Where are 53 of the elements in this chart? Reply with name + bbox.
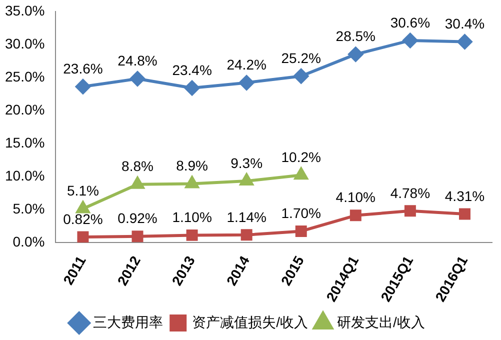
data-label: 1.14% xyxy=(226,208,266,225)
point xyxy=(350,210,362,222)
y-tick-label: 25.0% xyxy=(4,68,45,84)
point xyxy=(295,225,307,237)
point xyxy=(294,68,309,84)
y-tick-label: 35.0% xyxy=(4,2,45,18)
data-label: 24.8% xyxy=(118,52,158,69)
data-label: 0.82% xyxy=(63,210,103,227)
point xyxy=(404,205,416,217)
data-label: 25.2% xyxy=(281,50,321,66)
data-label: 10.2% xyxy=(281,148,321,165)
legend-label: 研发支出/收入 xyxy=(337,314,425,330)
data-label: 24.2% xyxy=(226,56,266,73)
y-tick-label: 20.0% xyxy=(4,101,45,118)
point xyxy=(458,208,470,220)
legend-label: 资产减值损失/收入 xyxy=(192,314,308,330)
point xyxy=(239,75,254,90)
point xyxy=(457,34,472,50)
data-label: 8.8% xyxy=(122,158,154,174)
data-label: 23.4% xyxy=(172,62,212,78)
point xyxy=(240,174,254,186)
y-tick-label: 0.0% xyxy=(12,233,45,250)
data-label: 8.9% xyxy=(176,158,208,174)
data-label: 28.5% xyxy=(336,28,376,44)
point xyxy=(130,71,146,86)
point xyxy=(132,230,144,242)
y-tick-label: 15.0% xyxy=(4,134,45,150)
data-label: 9.3% xyxy=(230,154,263,171)
y-tick-label: 5.0% xyxy=(12,200,45,216)
point xyxy=(185,176,199,188)
y-tick-label: 10.0% xyxy=(4,167,45,184)
point xyxy=(402,32,418,48)
data-label: 1.70% xyxy=(281,205,321,222)
point xyxy=(77,231,89,242)
data-label: 0.92% xyxy=(118,210,158,226)
point xyxy=(240,229,252,241)
point xyxy=(186,229,198,241)
data-label: 5.1% xyxy=(67,182,99,199)
legend-label: 三大费用率 xyxy=(93,314,164,330)
data-label: 4.31% xyxy=(444,188,485,204)
y-tick-label: 30.0% xyxy=(4,35,45,52)
point xyxy=(294,168,308,180)
data-label: 23.6% xyxy=(63,60,103,77)
data-label: 30.6% xyxy=(390,14,430,30)
point xyxy=(130,176,144,189)
point xyxy=(348,46,364,62)
point xyxy=(184,80,200,96)
point xyxy=(75,79,90,94)
data-label: 30.4% xyxy=(444,16,485,32)
data-label: 4.78% xyxy=(390,184,430,201)
data-label: 1.10% xyxy=(172,209,212,226)
data-label: 4.10% xyxy=(336,189,376,206)
point xyxy=(76,201,90,214)
